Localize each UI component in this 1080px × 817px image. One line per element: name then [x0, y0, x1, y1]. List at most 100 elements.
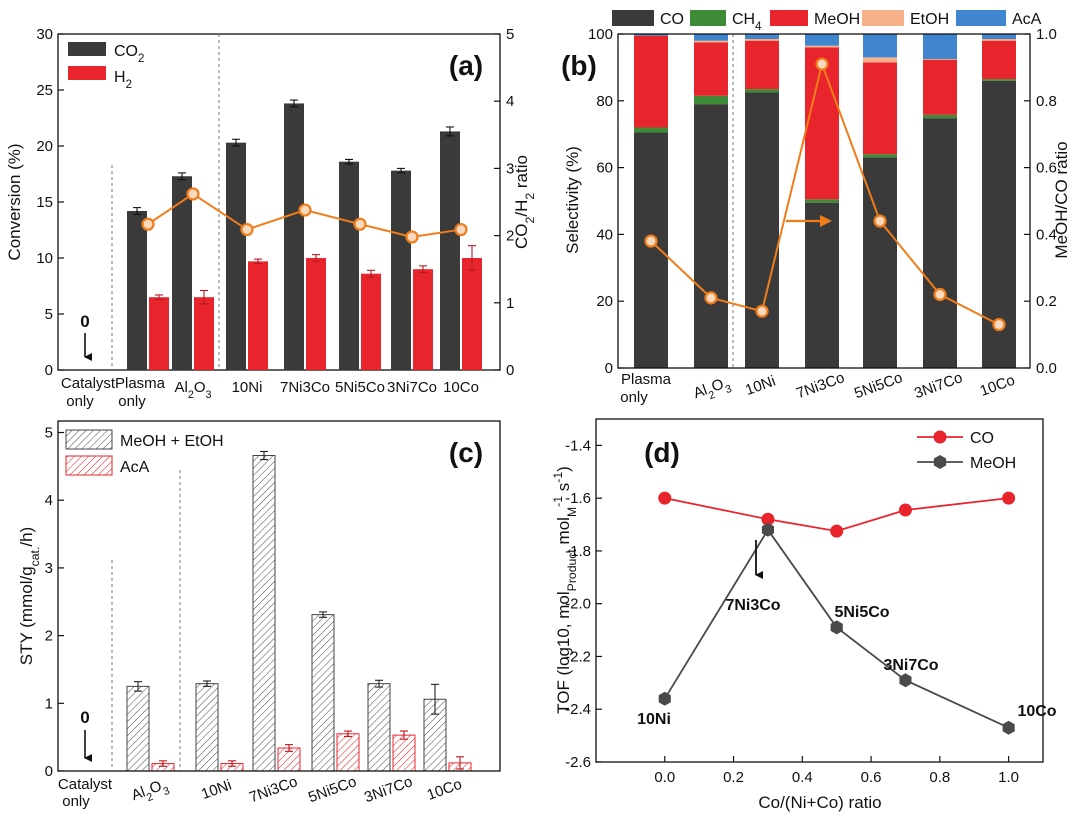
category-label: 3Ni7Co — [387, 379, 437, 396]
x-axis-d-tick-label: 0.0 — [654, 769, 675, 786]
y-axis-c-tick-label: 1 — [45, 695, 53, 712]
y-axis-a-tick-label: 5 — [45, 306, 53, 323]
category-label: Catalyst — [61, 375, 116, 392]
y-axis-b-tick-label: 40 — [596, 226, 613, 243]
y-axis-d-tick-label: -2.2 — [565, 648, 591, 665]
legend-swatch-h2 — [68, 66, 106, 80]
category-label: only — [620, 389, 648, 406]
ratio-point — [298, 203, 312, 217]
bar-co2-7 — [440, 131, 460, 370]
y2-axis-b-tick-label: 1.0 — [1036, 26, 1057, 43]
point-label: 10Co — [1017, 703, 1056, 720]
bar-meoh-6 — [982, 40, 1016, 80]
x-axis-d-tick-label: 0.8 — [929, 769, 950, 786]
legend-swatch-aca — [956, 10, 1006, 26]
legend-label-co: CO — [660, 11, 684, 28]
y2-axis-a-tick-label: 1 — [506, 295, 514, 312]
x-axis-d-tick-label: 0.4 — [792, 769, 813, 786]
panel-label-b: (b) — [561, 50, 597, 81]
category-label: 7Ni3Co — [247, 773, 300, 806]
bar-meoh-etoh-1 — [126, 685, 150, 772]
y2-axis-label-part: 2 — [523, 216, 537, 223]
y2-axis-b-tick-label: 0.2 — [1036, 293, 1057, 310]
legend-label-ch4: CH4 — [732, 11, 762, 33]
bar-aca-1 — [694, 34, 728, 41]
category-label: 7Ni3Co — [280, 379, 330, 396]
point-co — [1002, 491, 1016, 505]
bar-etoh-4 — [863, 57, 897, 63]
ratio-point — [405, 230, 419, 244]
plot-frame-c — [57, 420, 501, 772]
y2-axis-b-tick-label: 0.4 — [1036, 226, 1057, 243]
bar-ch4-1 — [694, 95, 728, 105]
bar-meoh-0 — [634, 35, 668, 128]
category-label: 10Co — [443, 379, 479, 396]
y-axis-c-tick-label: 4 — [45, 492, 53, 509]
bar-aca-0 — [634, 34, 668, 36]
bar-aca-6 — [982, 34, 1016, 40]
bar-aca-5 — [392, 734, 416, 772]
legend-label-h2-part: H — [114, 69, 126, 86]
category-label: 10Ni — [199, 777, 234, 804]
category-label: Al2O3 — [691, 373, 733, 406]
category-label: 10Co — [978, 372, 1018, 400]
x-axis-label: Co/(Ni+Co) ratio — [758, 793, 881, 812]
y-axis-a-tick-label: 25 — [36, 82, 53, 99]
category-label: 5Ni5Co — [335, 379, 385, 396]
category-label-part: Al — [129, 784, 147, 805]
ratio-point — [755, 304, 769, 318]
y-axis-a-tick-label: 15 — [36, 194, 53, 211]
legend-marker-co — [933, 430, 947, 444]
point-label: 3Ni7Co — [883, 657, 938, 674]
bar-co2-4 — [284, 103, 304, 370]
orange-arrow-head — [820, 215, 832, 227]
category-label-part: 2 — [707, 389, 717, 402]
plot-frame-b — [617, 33, 1031, 369]
ratio-point — [240, 222, 254, 237]
y2-axis-label: CO2/H2 ratio — [512, 155, 537, 249]
y2-axis-a-tick-label: 3 — [506, 160, 514, 177]
point-meoh — [830, 620, 843, 635]
legend-label-etoh-part: EtOH — [910, 11, 949, 28]
category-label: only — [118, 393, 146, 410]
category-label-part: O — [709, 376, 726, 396]
y2-axis-b-tick-label: 0.6 — [1036, 160, 1057, 177]
category-label-part: 3 — [206, 389, 212, 401]
legend-label-co2: CO2 — [114, 43, 144, 65]
ratio-point — [992, 317, 1006, 332]
x-axis-d-tick-label: 0.2 — [723, 769, 744, 786]
legend-label-meoh: MeOH — [814, 11, 860, 28]
bar-h2-4 — [306, 258, 326, 370]
y-axis-c-tick-label: 0 — [45, 763, 53, 780]
y-axis-b-tick-label: 0 — [605, 360, 613, 377]
x-axis-d-tick-label: 1.0 — [998, 769, 1019, 786]
y-axis-c-tick-label: 2 — [45, 628, 53, 645]
y2-axis-b-tick-label: 0.0 — [1036, 360, 1057, 377]
y-axis-label-part: STY (mmol/g — [17, 566, 36, 665]
y2-axis-a-tick-label: 4 — [506, 93, 514, 110]
ratio-point — [933, 287, 947, 302]
ratio-point — [353, 217, 367, 231]
category-label: only — [62, 793, 90, 810]
y2-axis-label: MeOH/CO ratio — [1052, 141, 1071, 258]
bar-ch4-5 — [923, 114, 957, 119]
legend-label-co: CO — [970, 430, 994, 447]
point-label: 10Ni — [637, 711, 671, 728]
category-label-part: 2 — [188, 389, 194, 401]
y-axis-a-tick-label: 10 — [36, 250, 53, 267]
legend-label-ch4-part: 4 — [755, 21, 762, 33]
category-label: 7Ni3Co — [794, 369, 847, 402]
bar-ch4-6 — [982, 79, 1016, 81]
panel-label-d: (d) — [644, 437, 680, 468]
legend-label-meoh-part: MeOH — [814, 11, 860, 28]
legend-label-etoh: EtOH — [910, 11, 949, 28]
bar-aca-5 — [923, 34, 957, 60]
bar-ch4-2 — [745, 89, 779, 93]
legend-label-co-part: CO — [660, 11, 684, 28]
y-axis-b-tick-label: 100 — [588, 26, 613, 43]
category-label: 10Ni — [232, 379, 263, 396]
y-axis-label-part: mol — [554, 517, 573, 549]
zero-annotation: 0 — [80, 312, 89, 331]
category-label: 10Co — [425, 776, 465, 804]
